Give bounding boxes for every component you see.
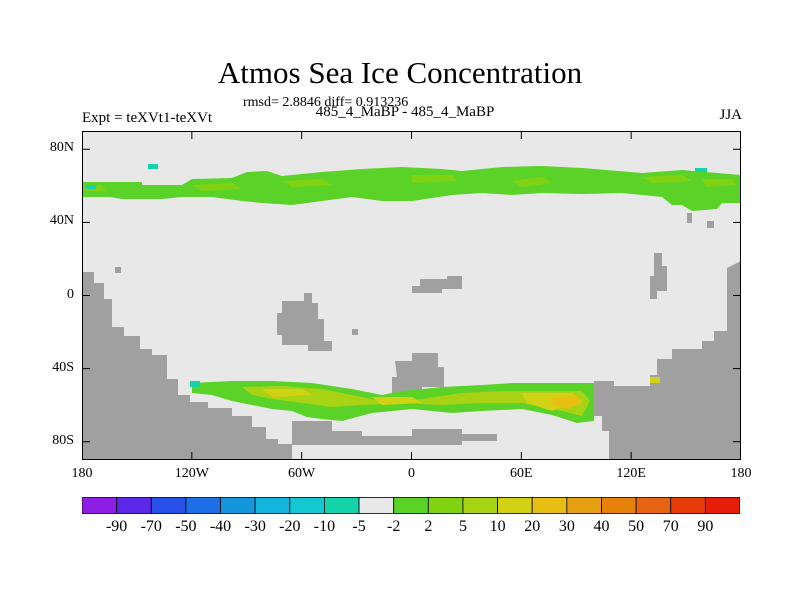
south-ice-band — [190, 377, 660, 423]
south-yellow-patch — [650, 377, 660, 383]
colorbar-label: 90 — [697, 518, 714, 535]
y-tick-label: 40S — [52, 359, 74, 375]
x-tick-label: 180 — [71, 466, 93, 481]
x-tick-label: 180 — [730, 466, 752, 481]
land-island-east — [650, 253, 667, 299]
land-west-continent — [82, 272, 292, 460]
colorbar-swatch — [82, 497, 118, 514]
colorbar-swatch — [220, 497, 256, 514]
colorbar-label: 20 — [524, 518, 541, 535]
land-island-atlantic — [392, 353, 444, 397]
colorbar-label: -10 — [313, 518, 336, 535]
season-label: JJA — [719, 107, 742, 123]
colorbar-label: -2 — [387, 518, 401, 535]
colorbar — [82, 497, 740, 514]
land-island-small-2 — [352, 329, 358, 335]
colorbar-swatch — [116, 497, 152, 514]
land-island-small-1 — [115, 267, 121, 273]
colorbar-swatch — [497, 497, 533, 514]
colorbar-label: -5 — [352, 518, 366, 535]
colorbar-label: 50 — [628, 518, 645, 535]
land-island-africa — [412, 276, 462, 293]
colorbar-swatch — [635, 497, 672, 514]
land-island-far-east — [707, 221, 714, 228]
y-tick-label: 0 — [67, 286, 74, 302]
colorbar-label: 40 — [593, 518, 610, 535]
colorbar-label: -50 — [175, 518, 197, 535]
colorbar-swatch — [254, 497, 291, 514]
colorbar-swatch — [289, 497, 325, 514]
colorbar-swatch — [150, 497, 187, 514]
colorbar-swatch — [185, 497, 221, 514]
north-band-outer — [82, 166, 741, 211]
x-tick-label: 120E — [616, 466, 646, 481]
colorbar-label: -70 — [140, 518, 162, 535]
x-tick-label: 60W — [288, 466, 316, 481]
north-band-inner — [82, 175, 737, 191]
chart-title: Atmos Sea Ice Concentration — [217, 55, 583, 90]
land-mask — [82, 213, 741, 460]
land-east-continent — [594, 261, 741, 460]
south-cyan-patch — [190, 381, 200, 387]
colorbar-label: 30 — [558, 518, 575, 535]
south-band-inner — [262, 389, 582, 411]
land-island-mid — [277, 293, 332, 351]
colorbar-label: -90 — [105, 518, 128, 535]
colorbar-label: 2 — [424, 518, 433, 535]
y-tick-label: 80S — [52, 432, 74, 448]
colorbar-swatch — [324, 497, 360, 514]
x-tick-label: 0 — [408, 466, 415, 481]
colorbar-swatch — [601, 497, 637, 514]
axis-ticks — [82, 131, 741, 460]
south-band-core — [552, 396, 582, 409]
colorbar-swatch — [531, 497, 568, 514]
land-south-fragment — [292, 421, 497, 445]
experiment-label: Expt = teXVt1-teXVt — [82, 110, 213, 126]
colorbar-swatch — [358, 497, 395, 514]
north-ice-band — [82, 164, 741, 211]
colorbar-label: 70 — [662, 518, 679, 535]
colorbar-swatch — [704, 497, 740, 514]
map-plot — [82, 131, 741, 460]
colorbar-swatch — [427, 497, 464, 514]
colorbar-swatch — [670, 497, 706, 514]
colorbar-label: -20 — [279, 518, 301, 535]
colorbar-label: -40 — [209, 518, 232, 535]
y-tick-label: 80N — [49, 140, 74, 156]
rmsd-label: rmsd= 2.8846 diff= 0.913236 — [243, 95, 409, 110]
x-tick-label: 120W — [174, 466, 209, 481]
subtitle-label: 485_4_MaBP - 485_4_MaBP — [315, 104, 495, 120]
y-tick-label: 40N — [49, 213, 74, 229]
colorbar-swatch — [393, 497, 429, 514]
x-tick-label: 60E — [510, 466, 533, 481]
colorbar-label: 5 — [458, 518, 467, 535]
north-cyan-patch-2 — [695, 168, 707, 172]
land-island-far-east-2 — [687, 213, 692, 223]
north-cyan-patch-1 — [148, 164, 158, 169]
colorbar-label: -30 — [244, 518, 266, 535]
colorbar-swatch — [462, 497, 498, 514]
north-cyan-patch-3 — [86, 185, 96, 189]
colorbar-swatch — [566, 497, 602, 514]
colorbar-label: 10 — [489, 518, 506, 535]
